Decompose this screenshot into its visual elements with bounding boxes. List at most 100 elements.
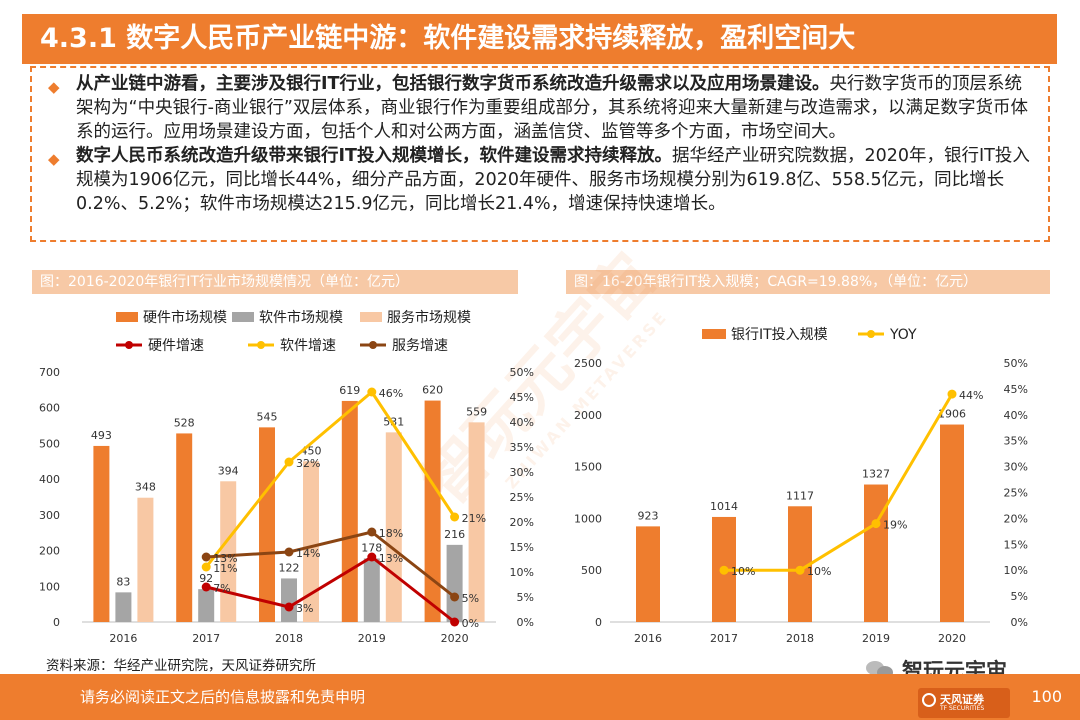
line-series-2 <box>206 530 456 599</box>
bar-0-4 <box>424 400 441 622</box>
left-tick-label: 200 <box>39 545 60 558</box>
bar-data-label: 1327 <box>862 468 890 481</box>
legend-marker-0 <box>125 341 133 349</box>
x-tick-label: 2016 <box>634 632 662 645</box>
bar-data-label: 216 <box>444 528 465 541</box>
figure-right-header: 图：16-20年银行IT投入规模；CAGR=19.88%，（单位：亿元） <box>566 270 1050 294</box>
left-tick-label: 600 <box>39 402 60 415</box>
line-data-label: 21% <box>462 512 486 525</box>
line-point-2-3 <box>367 527 377 537</box>
line-data-label: 13% <box>213 552 237 565</box>
line-point-1-1 <box>201 562 211 572</box>
bar-1-4 <box>446 544 463 622</box>
bar-1-1 <box>198 589 215 622</box>
line-point-2-2 <box>284 547 294 557</box>
line-point-0-3 <box>367 552 377 562</box>
line-point-1-3 <box>367 387 377 397</box>
line-data-label: 0% <box>462 617 479 630</box>
x-tick-label: 2016 <box>109 632 137 645</box>
line-point-2-4 <box>450 592 460 602</box>
bullet-2: ◆ 数字人民币系统改造升级带来银行IT投入规模增长，软件建设需求持续释放。据华经… <box>44 144 1036 216</box>
bar-2-2 <box>303 461 319 622</box>
diamond-bullet-icon: ◆ <box>48 150 60 168</box>
left-tick-label: 500 <box>581 564 602 577</box>
bar-data-label: 528 <box>174 416 195 429</box>
line-point-0-1 <box>201 582 211 592</box>
legend-label: 银行IT投入规模 <box>731 327 828 343</box>
disclaimer-text: 请务必阅读正文之后的信息披露和免责申明 <box>80 688 366 706</box>
logo-subname: TF SECURITIES <box>940 705 985 712</box>
right-tick-label: 0% <box>517 616 534 629</box>
bar-bank-it-0 <box>636 526 660 622</box>
source-note: 资料来源：华经产业研究院，天风证券研究所 <box>46 658 316 674</box>
bar-1-2 <box>281 578 297 622</box>
bar-data-label: 122 <box>279 561 300 574</box>
legend-label: 服务市场规模 <box>387 309 471 326</box>
figure-left-header: 图：2016-2020年银行IT行业市场规模情况（单位：亿元） <box>32 270 518 294</box>
right-tick-label: 25% <box>510 491 534 504</box>
legend-marker-2 <box>369 341 377 349</box>
legend-swatch-1 <box>232 312 254 322</box>
bar-2-4 <box>468 422 485 622</box>
footer-bar: 请务必阅读正文之后的信息披露和免责申明 100 <box>0 674 1080 720</box>
legend-label: 硬件增速 <box>148 338 204 354</box>
right-tick-label: 10% <box>510 566 534 579</box>
line-data-label: 44% <box>959 389 983 402</box>
legend-swatch-0 <box>116 312 138 322</box>
x-tick-label: 2019 <box>358 632 386 645</box>
line-point-0-4 <box>450 617 460 627</box>
x-tick-label: 2017 <box>710 632 738 645</box>
line-data-label: 19% <box>883 519 907 532</box>
line-point-0-2 <box>284 602 294 612</box>
bar-data-label: 545 <box>257 410 278 423</box>
bullet-1: ◆ 从产业链中游看，主要涉及银行IT行业，包括银行数字货币系统改造升级需求以及应… <box>44 72 1036 144</box>
legend-marker-yoy <box>867 330 875 338</box>
right-tick-label: 40% <box>1004 409 1028 422</box>
line-data-label: 46% <box>379 387 403 400</box>
right-tick-label: 45% <box>510 391 534 404</box>
line-point-yoy-1 <box>719 565 729 575</box>
right-tick-label: 45% <box>1004 383 1028 396</box>
line-data-label: 14% <box>296 547 320 560</box>
summary-box: ◆ 从产业链中游看，主要涉及银行IT行业，包括银行数字货币系统改造升级需求以及应… <box>30 66 1050 242</box>
bar-data-label: 83 <box>116 575 130 588</box>
right-tick-label: 10% <box>1004 564 1028 577</box>
right-tick-label: 20% <box>1004 512 1028 525</box>
line-series-0 <box>205 555 456 624</box>
right-tick-label: 35% <box>510 441 534 454</box>
left-tick-label: 1500 <box>574 461 602 474</box>
bar-data-label: 1117 <box>786 489 814 502</box>
legend-swatch-2 <box>360 312 382 322</box>
line-series-yoy <box>724 393 954 572</box>
legend-marker-1 <box>257 341 265 349</box>
bullet-1-bold: 从产业链中游看，主要涉及银行IT行业，包括银行数字货币系统改造升级需求以及应用场… <box>76 74 830 94</box>
bar-data-label: 394 <box>218 464 239 477</box>
right-tick-label: 30% <box>510 466 534 479</box>
line-data-label: 32% <box>296 457 320 470</box>
bar-data-label: 619 <box>339 384 360 397</box>
bar-data-label: 493 <box>91 429 112 442</box>
left-tick-label: 700 <box>39 366 60 379</box>
right-tick-label: 20% <box>510 516 534 529</box>
left-tick-label: 0 <box>53 616 60 629</box>
left-tick-label: 400 <box>39 473 60 486</box>
line-data-label: 18% <box>379 527 403 540</box>
figure-right-title: 图：16-20年银行IT投入规模；CAGR=19.88%，（单位：亿元） <box>574 274 978 290</box>
legend-label: 服务增速 <box>392 338 448 354</box>
figure-left-title: 图：2016-2020年银行IT行业市场规模情况（单位：亿元） <box>40 274 409 290</box>
bar-bank-it-4 <box>940 424 964 622</box>
line-point-1-4 <box>450 512 460 522</box>
logo-name: 天风证券 <box>940 693 984 706</box>
right-tick-label: 50% <box>510 366 534 379</box>
chart-right: 银行IT投入规模 YOY 0 500 1000 1500 2000 2500 0% 5% 10% 15… <box>574 327 1028 645</box>
x-tick-label: 2019 <box>862 632 890 645</box>
right-tick-label: 5% <box>1011 590 1028 603</box>
bar-data-label: 348 <box>135 481 156 494</box>
right-tick-label: 5% <box>517 591 534 604</box>
bar-0-0 <box>93 445 110 622</box>
legend-label: 硬件市场规模 <box>143 309 227 326</box>
legend-label: 软件增速 <box>280 338 336 354</box>
left-tick-label: 0 <box>595 616 602 629</box>
left-tick-label: 500 <box>39 437 60 450</box>
